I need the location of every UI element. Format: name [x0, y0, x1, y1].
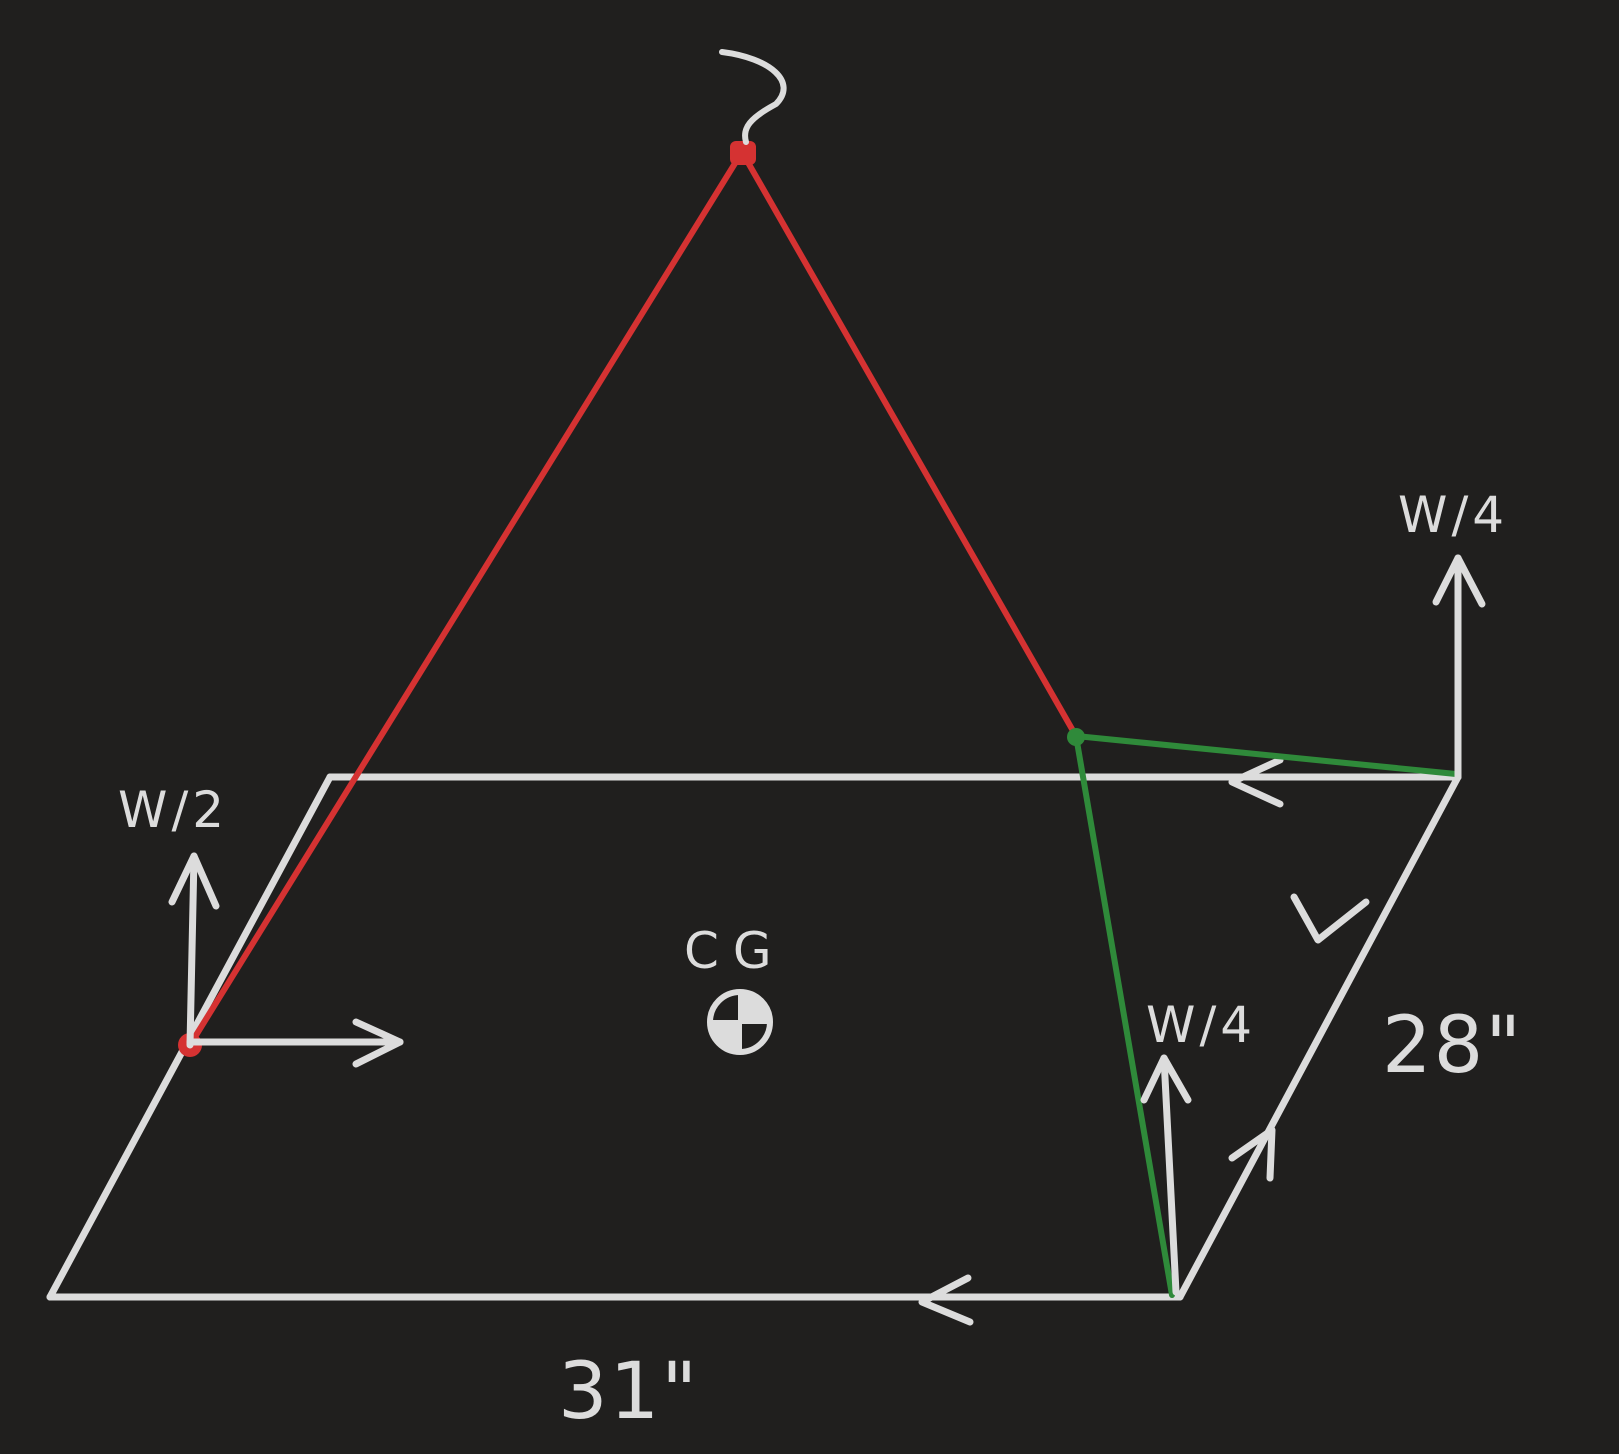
hook-attachment-point: [730, 141, 756, 165]
platform-right-edge: [1176, 773, 1462, 1301]
right-edge-up-arrowhead: [1228, 1126, 1276, 1182]
right-front-vertical-force: [1160, 1054, 1180, 1296]
right-back-load-label: W/4: [1398, 486, 1508, 544]
left-vertical-force: [186, 852, 198, 1049]
green-cable-front: [1073, 733, 1175, 1298]
red-lift-line: [187, 149, 1079, 1048]
width-dimension-label: 31": [558, 1347, 699, 1437]
red-line-left-leg: [187, 149, 745, 1048]
right-back-vertical-arrowhead: [1432, 554, 1486, 608]
right-edge-down-arrowhead: [1290, 893, 1370, 944]
right-front-load-label: W/4: [1146, 996, 1256, 1054]
red-line-right-leg: [739, 149, 1079, 739]
right-front-vertical-arrowhead: [1140, 1054, 1192, 1104]
force-vectors: [168, 554, 1486, 1296]
hook-icon: [719, 49, 787, 145]
left-vertical-arrowhead: [168, 852, 220, 910]
cable-junction-point: [1067, 728, 1085, 746]
depth-dimension-label: 28": [1382, 1001, 1523, 1091]
left-load-label: W/2: [118, 781, 228, 839]
green-cables: [1073, 733, 1459, 1298]
edge-direction-arrows: [918, 756, 1370, 1326]
front-edge-arrowhead: [918, 1274, 974, 1326]
back-edge-arrowhead: [1228, 756, 1284, 808]
center-of-gravity-icon: [707, 989, 773, 1055]
left-horizontal-arrowhead: [352, 1018, 404, 1068]
cg-label: CG: [684, 922, 786, 980]
green-cable-back: [1073, 733, 1459, 777]
